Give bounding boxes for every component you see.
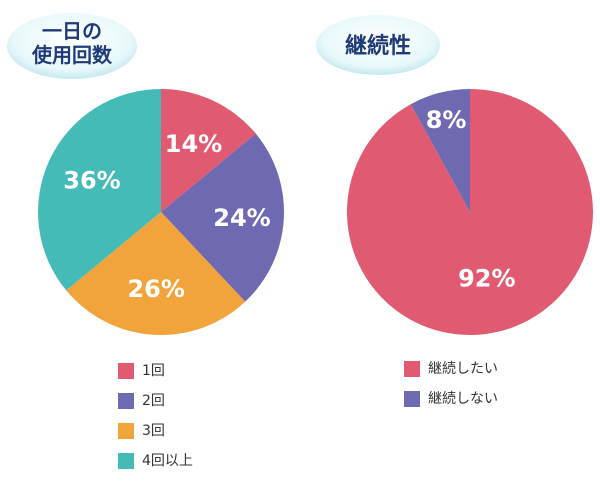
legend-swatch bbox=[118, 363, 134, 379]
legend-swatch bbox=[404, 391, 420, 407]
pie-slice-2 bbox=[161, 133, 284, 302]
pie-slice-3 bbox=[66, 212, 246, 335]
legend-item: 2回 bbox=[118, 392, 193, 410]
legend-swatch bbox=[118, 423, 134, 439]
pie-chart-continuation: 92% 8% bbox=[346, 89, 593, 336]
legend-item: 1回 bbox=[118, 362, 193, 380]
pie-slice-label-1: 92% bbox=[458, 265, 515, 293]
pie-slice-1 bbox=[346, 89, 593, 336]
pie-chart-daily-usage: 14% 24% 26% 36% bbox=[38, 89, 284, 335]
pie-slice-4 bbox=[38, 89, 161, 291]
pie-slice-2 bbox=[410, 89, 470, 212]
legend-swatch bbox=[404, 361, 420, 377]
chart2-title: 継続性 bbox=[345, 33, 411, 59]
legend-label: 継続したい bbox=[428, 361, 498, 377]
legend-swatch bbox=[118, 453, 134, 469]
chart1-title-badge: 一日の使用回数 bbox=[7, 13, 137, 79]
legend-label: 3回 bbox=[142, 423, 165, 439]
pie-slice-label-3: 26% bbox=[127, 275, 184, 303]
legend-label: 4回以上 bbox=[142, 453, 193, 469]
chart1-title: 一日の使用回数 bbox=[31, 19, 113, 67]
pie-slice-1 bbox=[161, 89, 256, 212]
legend-continuation: 継続したい継続しない bbox=[404, 360, 498, 420]
charts-canvas: 一日の使用回数 継続性 14% 24% 26% 36% 92% 8% bbox=[7, 13, 593, 336]
legend-item: 3回 bbox=[118, 422, 193, 440]
legend-item: 継続しない bbox=[404, 390, 498, 408]
pie-slice-label-2: 24% bbox=[213, 204, 270, 232]
legend-label: 2回 bbox=[142, 393, 165, 409]
pie-slice-label-4: 36% bbox=[63, 167, 120, 195]
legend-item: 継続したい bbox=[404, 360, 498, 378]
pie-slice-label-1: 14% bbox=[165, 130, 222, 158]
chart2-title-badge: 継続性 bbox=[316, 15, 440, 75]
legend-label: 継続しない bbox=[428, 391, 498, 407]
legend-label: 1回 bbox=[142, 363, 165, 379]
pie-slice-label-2: 8% bbox=[426, 106, 467, 134]
legend-daily-usage: 1回 2回 3回 4回以上 bbox=[118, 362, 193, 482]
legend-item: 4回以上 bbox=[118, 452, 193, 470]
legend-swatch bbox=[118, 393, 134, 409]
